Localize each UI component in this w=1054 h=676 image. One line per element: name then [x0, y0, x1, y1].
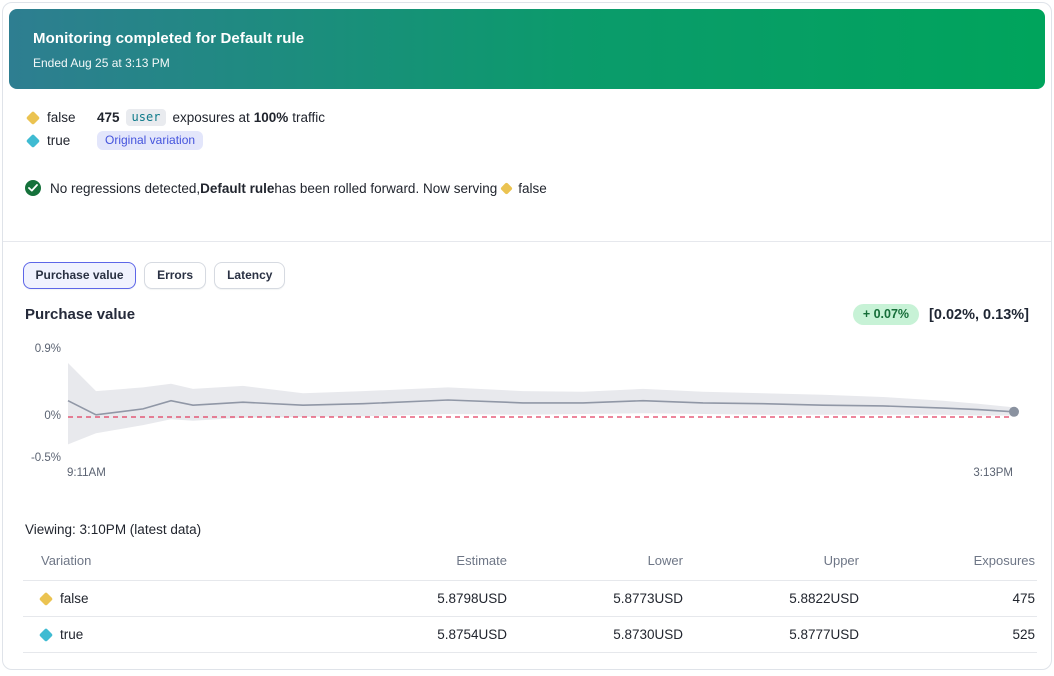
diamond-icon-false: [39, 591, 53, 605]
banner-title-rule-name: Default rule: [221, 30, 305, 47]
viewing-timestamp: Viewing: 3:10PM (latest data): [25, 522, 1029, 537]
results-table: Variation Estimate Lower Upper Exposures…: [23, 545, 1037, 653]
chart-canvas: [3, 337, 1052, 485]
col-header-upper: Upper: [685, 545, 861, 581]
metric-tabs: Purchase value Errors Latency: [23, 262, 1051, 289]
col-header-lower: Lower: [509, 545, 685, 581]
tab-latency[interactable]: Latency: [214, 262, 285, 289]
x-axis-end-label: 3:13PM: [933, 467, 1013, 479]
y-tick-top: 0.9%: [3, 343, 61, 355]
x-axis-start-label: 9:11AM: [67, 467, 106, 479]
row-estimate: 5.8798USD: [333, 581, 509, 617]
row-estimate: 5.8754USD: [333, 617, 509, 653]
variation-label: true: [47, 133, 70, 148]
traffic-tail-text: traffic: [292, 110, 325, 125]
diamond-icon-serving: [500, 182, 513, 195]
table-row-false: false 5.8798USD 5.8773USD 5.8822USD 475: [23, 581, 1037, 617]
status-rule-name: Default rule: [200, 181, 274, 196]
variation-label: false: [47, 110, 76, 125]
row-variation-label: false: [60, 591, 89, 606]
traffic-percent: 100%: [254, 110, 289, 125]
relative-difference-chart[interactable]: 0.9% 0% -0.5% 9:11AM 3:13PM: [3, 337, 1051, 485]
banner-subtitle: Ended Aug 25 at 3:13 PM: [33, 56, 1021, 70]
row-upper: 5.8822USD: [685, 581, 861, 617]
confidence-interval-text: [0.02%, 0.13%]: [929, 307, 1029, 323]
section-divider: [3, 241, 1051, 242]
row-exposures: 475: [861, 581, 1037, 617]
tab-errors[interactable]: Errors: [144, 262, 206, 289]
row-variation-label: true: [60, 627, 83, 642]
col-header-estimate: Estimate: [333, 545, 509, 581]
row-lower: 5.8773USD: [509, 581, 685, 617]
variation-row-true: true Original variation: [25, 129, 1029, 152]
metric-header: Purchase value + 0.07% [0.02%, 0.13%]: [25, 304, 1029, 325]
row-exposures: 525: [861, 617, 1037, 653]
latest-point-marker[interactable]: [1009, 407, 1019, 417]
metric-title: Purchase value: [25, 306, 135, 323]
completion-banner: Monitoring completed for Default rule En…: [9, 9, 1045, 89]
regression-status: No regressions detected, Default rule ha…: [3, 178, 1051, 198]
table-header-row: Variation Estimate Lower Upper Exposures: [23, 545, 1037, 581]
tab-purchase-value[interactable]: Purchase value: [23, 262, 136, 289]
row-upper: 5.8777USD: [685, 617, 861, 653]
exposure-mid-text: exposures at: [172, 110, 249, 125]
original-variation-badge: Original variation: [97, 131, 203, 150]
col-header-exposures: Exposures: [861, 545, 1037, 581]
status-mid-text: has been rolled forward. Now serving: [274, 181, 497, 196]
diamond-icon-false: [26, 110, 40, 124]
col-header-variation: Variation: [23, 545, 333, 581]
row-lower: 5.8730USD: [509, 617, 685, 653]
banner-title-prefix: Monitoring completed for: [33, 30, 221, 47]
variation-row-false: false 475 user exposures at 100% traffic: [25, 106, 1029, 129]
y-tick-zero: 0%: [3, 410, 61, 422]
diamond-icon-true: [39, 627, 53, 641]
unit-badge: user: [126, 109, 167, 126]
y-tick-bottom: -0.5%: [3, 452, 61, 464]
variation-flag-false: false: [25, 110, 97, 125]
monitoring-card: Monitoring completed for Default rule En…: [2, 2, 1052, 670]
status-serving-flag: false: [518, 181, 547, 196]
check-circle-icon: [25, 180, 41, 196]
variations-summary: false 475 user exposures at 100% traffic…: [3, 89, 1051, 152]
status-pre-text: No regressions detected,: [50, 181, 200, 196]
table-row-true: true 5.8754USD 5.8730USD 5.8777USD 525: [23, 617, 1037, 653]
variation-flag-true: true: [25, 133, 97, 148]
diamond-icon-true: [26, 133, 40, 147]
exposure-count: 475: [97, 110, 120, 125]
banner-title: Monitoring completed for Default rule: [33, 30, 1021, 47]
diff-badge: + 0.07%: [853, 304, 919, 325]
metric-summary: + 0.07% [0.02%, 0.13%]: [853, 304, 1029, 325]
